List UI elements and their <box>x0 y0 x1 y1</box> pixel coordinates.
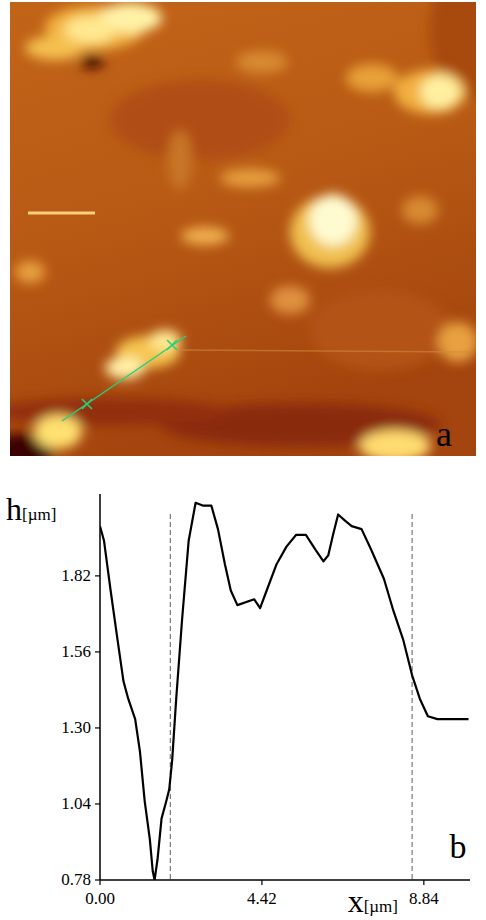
plot-area <box>100 503 469 880</box>
afm-feature <box>110 80 290 160</box>
scan-streak <box>180 350 470 352</box>
figure: a 0.78 1.04 1.30 1.56 1.82 0.00 4.42 8.84 h[µm] x[… <box>0 0 486 920</box>
profile-line <box>100 503 469 880</box>
afm-feature <box>359 430 431 456</box>
x-tick <box>261 880 262 885</box>
afm-feature <box>181 227 229 245</box>
x-tick-label: 8.84 <box>409 889 439 908</box>
y-axis-title: h[µm] <box>6 491 56 527</box>
x-tick-label: 4.42 <box>247 889 277 908</box>
afm-feature <box>346 64 398 92</box>
afm-feature <box>80 55 104 69</box>
y-tick-label: 0.78 <box>61 870 91 889</box>
y-tick-label: 1.04 <box>61 794 91 813</box>
profile-path <box>62 336 186 421</box>
y-tick-label: 1.56 <box>61 642 91 661</box>
afm-feature <box>220 169 280 187</box>
profile-cursor <box>82 399 92 409</box>
afm-feature <box>34 415 82 449</box>
afm-feature <box>15 261 45 283</box>
scan-streak <box>28 212 95 215</box>
x-axis-title: x[µm] <box>348 883 398 919</box>
afm-features <box>10 2 476 456</box>
afm-feature <box>25 36 85 60</box>
y-axis <box>99 494 101 880</box>
afm-feature <box>236 51 288 73</box>
panel-letter: a <box>436 414 452 454</box>
afm-feature <box>420 75 460 109</box>
x-tick <box>99 880 100 885</box>
y-tick-label: 1.30 <box>61 718 91 737</box>
y-tick-label: 1.82 <box>61 566 91 585</box>
afm-feature <box>270 286 310 314</box>
afm-feature <box>310 290 450 370</box>
panel-letter: b <box>450 828 467 865</box>
afm-feature <box>168 130 192 190</box>
afm-image <box>10 2 476 456</box>
x-tick-label: 0.00 <box>85 889 115 908</box>
afm-background <box>10 2 476 456</box>
axes: 0.78 1.04 1.30 1.56 1.82 0.00 4.42 8.84 <box>61 494 470 908</box>
afm-feature <box>149 330 181 350</box>
profile-cursor <box>167 340 177 350</box>
y-tick <box>95 879 100 880</box>
afm-feature <box>309 194 357 246</box>
y-tick <box>95 651 100 652</box>
cursor-line <box>412 514 413 880</box>
cursor-line <box>170 514 171 880</box>
afm-feature <box>438 322 476 362</box>
y-tick <box>95 727 100 728</box>
afm-feature <box>394 70 466 114</box>
x-tick <box>423 880 424 885</box>
y-tick <box>95 803 100 804</box>
afm-feature <box>402 196 438 224</box>
y-tick <box>95 575 100 576</box>
